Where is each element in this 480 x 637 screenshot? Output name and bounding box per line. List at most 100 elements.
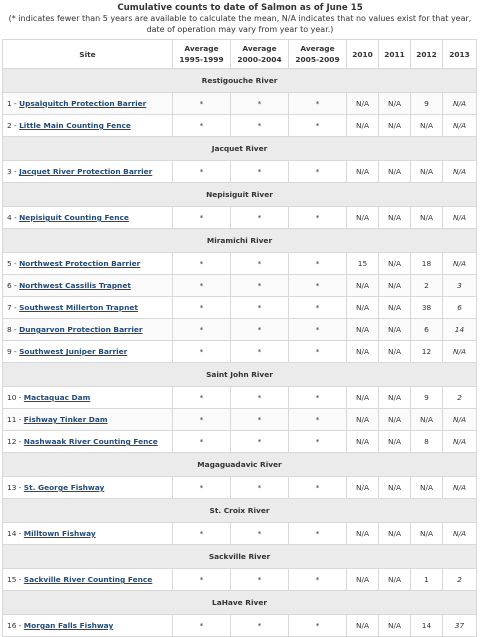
count-2011-cell: N/A bbox=[378, 274, 411, 297]
header-2012: 2012 bbox=[410, 39, 443, 69]
site-link[interactable]: Mactaquac Dam bbox=[23, 393, 91, 402]
count-2012-cell: 1 bbox=[410, 568, 443, 591]
header-avg-2000-2004: Average 2000-2004 bbox=[230, 39, 289, 69]
count-2011-cell: N/A bbox=[378, 114, 411, 137]
site-link[interactable]: Southwest Millerton Trapnet bbox=[19, 303, 138, 312]
table-row: 3 - Jacquet River Protection Barrier * * * N… bbox=[2, 160, 477, 183]
site-link[interactable]: Milltown Fishway bbox=[23, 529, 96, 538]
count-2013-cell: N/A bbox=[442, 92, 477, 115]
count-2012-cell: N/A bbox=[410, 476, 443, 499]
river-name: Saint John River bbox=[2, 362, 477, 387]
count-2010-cell: N/A bbox=[346, 318, 379, 341]
count-2011-cell: N/A bbox=[378, 386, 411, 409]
avg-2000-2004-cell: * bbox=[230, 92, 289, 115]
site-number: 6 - bbox=[7, 281, 20, 290]
site-number: 1 - bbox=[7, 99, 20, 108]
count-2013-cell: N/A bbox=[442, 114, 477, 137]
site-link[interactable]: Sackville River Counting Fence bbox=[23, 575, 153, 584]
table-row: 2 - Little Main Counting Fence * * * N/A N/A N… bbox=[2, 114, 477, 137]
site-link[interactable]: Southwest Juniper Barrier bbox=[19, 347, 128, 356]
river-name: St. Croix River bbox=[2, 498, 477, 523]
site-number: 2 - bbox=[7, 121, 20, 130]
site-number: 9 - bbox=[7, 347, 20, 356]
avg-2005-2009-cell: * bbox=[288, 340, 347, 363]
header-avg-2005-2009: Average 2005-2009 bbox=[288, 39, 347, 69]
count-2012-cell: N/A bbox=[410, 408, 443, 431]
avg-2000-2004-cell: * bbox=[230, 274, 289, 297]
avg-1995-1999-cell: * bbox=[172, 408, 231, 431]
river-name: Magaguadavic River bbox=[2, 452, 477, 477]
count-2011-cell: N/A bbox=[378, 206, 411, 229]
site-link[interactable]: Nepisiguit Counting Fence bbox=[19, 213, 129, 222]
salmon-counts-page: Cumulative counts to date of Salmon as o… bbox=[0, 3, 480, 637]
avg-1995-1999-cell: * bbox=[172, 318, 231, 341]
river-name: Miramichi River bbox=[2, 228, 477, 253]
table-row: 12 - Nashwaak River Counting Fence * * * N/A… bbox=[2, 430, 477, 453]
table-row: 13 - St. George Fishway * * * N/A N/A N/A N/A bbox=[2, 476, 477, 499]
site-cell: 10 - Mactaquac Dam bbox=[2, 386, 173, 409]
site-link[interactable]: Nashwaak River Counting Fence bbox=[23, 437, 158, 446]
site-number: 16 - bbox=[7, 621, 24, 630]
site-number: 5 - bbox=[7, 259, 20, 268]
site-link[interactable]: Upsalquitch Protection Barrier bbox=[19, 99, 147, 108]
site-link[interactable]: Little Main Counting Fence bbox=[19, 121, 131, 130]
avg-2000-2004-cell: * bbox=[230, 252, 289, 275]
count-2013-cell: N/A bbox=[442, 340, 477, 363]
river-name: Restigouche River bbox=[2, 68, 477, 93]
count-2010-cell: N/A bbox=[346, 614, 379, 637]
site-link[interactable]: Northwest Cassilis Trapnet bbox=[19, 281, 131, 290]
site-link[interactable]: Northwest Protection Barrier bbox=[19, 259, 141, 268]
avg-2000-2004-cell: * bbox=[230, 296, 289, 319]
avg-2000-2004-cell: * bbox=[230, 160, 289, 183]
count-2010-cell: N/A bbox=[346, 296, 379, 319]
site-link[interactable]: Jacquet River Protection Barrier bbox=[19, 167, 153, 176]
site-link[interactable]: St. George Fishway bbox=[23, 483, 105, 492]
count-2010-cell: N/A bbox=[346, 386, 379, 409]
site-link[interactable]: Morgan Falls Fishway bbox=[23, 621, 114, 630]
river-name: Sackville River bbox=[2, 544, 477, 569]
count-2012-cell: 18 bbox=[410, 252, 443, 275]
river-group-row: Saint John River bbox=[2, 362, 477, 387]
count-2011-cell: N/A bbox=[378, 430, 411, 453]
site-link[interactable]: Dungarvon Protection Barrier bbox=[19, 325, 143, 334]
site-number: 12 - bbox=[7, 437, 24, 446]
salmon-counts-table: Site Average 1995-1999 Average 2000-2004… bbox=[2, 39, 477, 637]
river-group-row: St. Croix River bbox=[2, 498, 477, 523]
site-cell: 14 - Milltown Fishway bbox=[2, 522, 173, 545]
count-2011-cell: N/A bbox=[378, 340, 411, 363]
river-group-row: Jacquet River bbox=[2, 136, 477, 161]
avg-2005-2009-cell: * bbox=[288, 92, 347, 115]
river-group-row: LaHave River bbox=[2, 590, 477, 615]
count-2011-cell: N/A bbox=[378, 160, 411, 183]
site-cell: 1 - Upsalquitch Protection Barrier bbox=[2, 92, 173, 115]
site-cell: 12 - Nashwaak River Counting Fence bbox=[2, 430, 173, 453]
count-2010-cell: 15 bbox=[346, 252, 379, 275]
table-row: 14 - Milltown Fishway * * * N/A N/A N/A N/A bbox=[2, 522, 477, 545]
count-2013-cell: N/A bbox=[442, 160, 477, 183]
count-2013-cell: 3 bbox=[442, 274, 477, 297]
avg-1995-1999-cell: * bbox=[172, 206, 231, 229]
count-2010-cell: N/A bbox=[346, 408, 379, 431]
count-2010-cell: N/A bbox=[346, 476, 379, 499]
table-row: 8 - Dungarvon Protection Barrier * * * N/A N/… bbox=[2, 318, 477, 341]
site-number: 3 - bbox=[7, 167, 20, 176]
avg-2000-2004-cell: * bbox=[230, 522, 289, 545]
avg-1995-1999-cell: * bbox=[172, 614, 231, 637]
avg-2000-2004-cell: * bbox=[230, 568, 289, 591]
count-2010-cell: N/A bbox=[346, 522, 379, 545]
avg-2000-2004-cell: * bbox=[230, 430, 289, 453]
site-link[interactable]: Fishway Tinker Dam bbox=[23, 415, 108, 424]
count-2011-cell: N/A bbox=[378, 614, 411, 637]
count-2013-cell: N/A bbox=[442, 408, 477, 431]
site-number: 14 - bbox=[7, 529, 24, 538]
count-2013-cell: N/A bbox=[442, 522, 477, 545]
table-row: 9 - Southwest Juniper Barrier * * * N/A N/A 12… bbox=[2, 340, 477, 363]
table-title: Cumulative counts to date of Salmon as o… bbox=[117, 3, 363, 13]
avg-1995-1999-cell: * bbox=[172, 430, 231, 453]
site-cell: 5 - Northwest Protection Barrier bbox=[2, 252, 173, 275]
river-name: LaHave River bbox=[2, 590, 477, 615]
avg-1995-1999-cell: * bbox=[172, 114, 231, 137]
count-2011-cell: N/A bbox=[378, 408, 411, 431]
river-group-row: Nepisiguit River bbox=[2, 182, 477, 207]
avg-1995-1999-cell: * bbox=[172, 386, 231, 409]
